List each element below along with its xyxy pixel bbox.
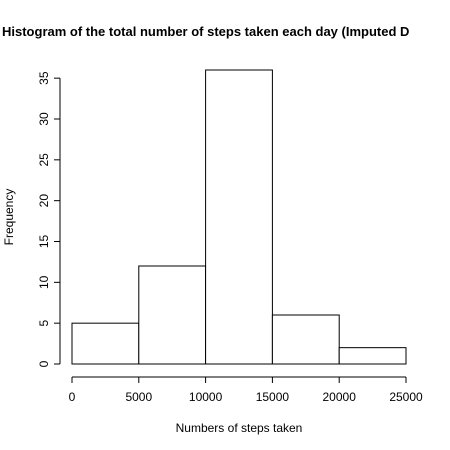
x-axis: 0 5000 10000 15000 20000 25000 <box>69 376 423 404</box>
y-tick-label: 35 <box>37 71 51 85</box>
x-tick-label: 10000 <box>189 390 223 404</box>
y-tick-label: 10 <box>37 275 51 289</box>
x-tick-label: 20000 <box>323 390 357 404</box>
x-tick-label: 0 <box>69 390 76 404</box>
y-tick-label: 0 <box>37 360 51 367</box>
histogram-bar-3 <box>205 69 273 365</box>
histogram-bar-4 <box>271 314 340 365</box>
y-tick-label: 20 <box>37 194 51 208</box>
x-tick-label: 5000 <box>125 390 152 404</box>
x-tick-label: 25000 <box>389 390 423 404</box>
bars-group <box>71 69 407 365</box>
y-tick-label: 15 <box>37 235 51 249</box>
y-tick-label: 30 <box>37 112 51 126</box>
x-axis-label: Numbers of steps taken <box>176 421 303 435</box>
chart-title: Histogram of the total number of steps t… <box>2 24 409 39</box>
y-axis: 0 5 10 15 20 25 30 35 <box>37 71 61 367</box>
y-axis-label: Frequency <box>2 189 16 246</box>
histogram-bar-2 <box>138 265 207 365</box>
x-tick-label: 15000 <box>256 390 290 404</box>
y-tick-label: 25 <box>37 153 51 167</box>
histogram-bar-1 <box>71 322 140 365</box>
histogram-bar-5 <box>338 347 407 365</box>
y-tick-label: 5 <box>37 320 51 327</box>
